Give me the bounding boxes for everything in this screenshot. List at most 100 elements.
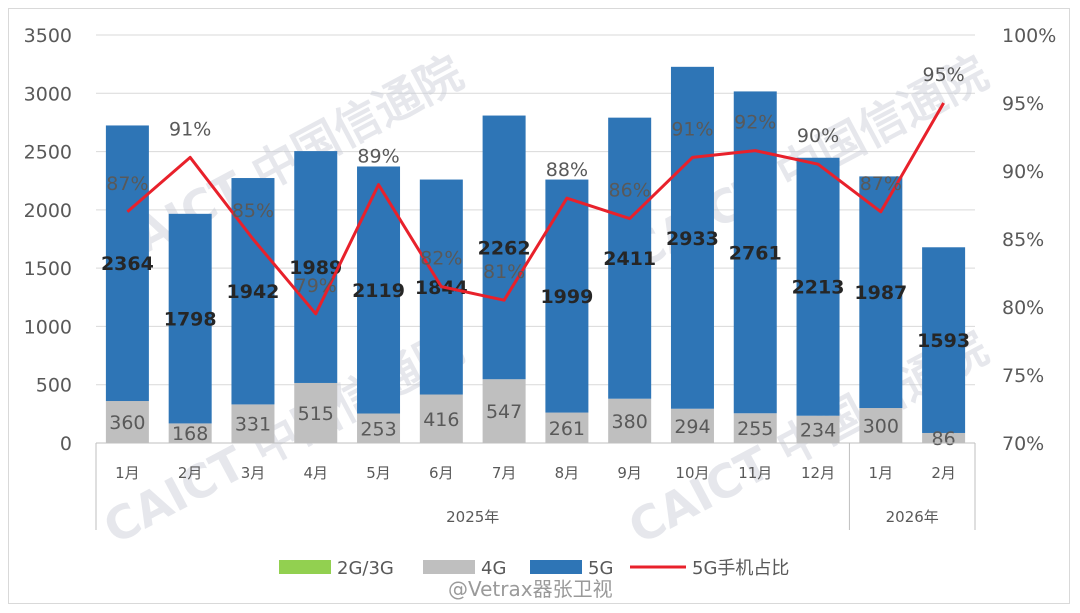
- y-right-tick-label: 70%: [1002, 433, 1044, 455]
- y-left-tick-label: 2000: [24, 200, 72, 222]
- label-5g-share: 86%: [609, 180, 651, 202]
- label-4g: 86: [932, 428, 956, 450]
- label-5g-share: 87%: [106, 173, 148, 195]
- bar-4g: [859, 408, 903, 443]
- watermark: CAICT 中国信通院: [95, 320, 471, 554]
- y-left-tick-label: 1500: [24, 258, 72, 280]
- label-5g: 1798: [164, 309, 217, 331]
- legend-label-2g3g: 2G/3G: [337, 558, 394, 579]
- bar-4g: [733, 413, 777, 443]
- label-4g: 380: [612, 411, 648, 433]
- bar-4g: [168, 423, 212, 443]
- bar-5g: [482, 115, 526, 380]
- label-4g: 168: [172, 423, 208, 445]
- x-tick-label: 12月: [801, 464, 835, 482]
- label-5g: 2933: [666, 228, 719, 250]
- label-5g-share: 87%: [860, 173, 902, 195]
- bar-5g: [168, 213, 212, 424]
- y-left-tick-label: 3000: [24, 83, 72, 105]
- y-right-tick-label: 95%: [1002, 93, 1044, 115]
- bar-4g: [419, 394, 463, 443]
- legend-swatch-2g3g: [279, 560, 331, 574]
- bar-4g: [922, 432, 966, 443]
- y-right-tick-label: 90%: [1002, 161, 1044, 183]
- y-left-tick-label: 500: [36, 375, 72, 397]
- label-4g: 261: [549, 418, 585, 440]
- x-tick-label: 9月: [617, 464, 642, 482]
- label-4g: 294: [674, 416, 710, 438]
- bar-5g: [733, 91, 777, 414]
- label-5g-share: 90%: [797, 125, 839, 147]
- bar-4g: [105, 401, 149, 443]
- x-group-label: 2026年: [886, 508, 939, 526]
- label-5g-share: 95%: [922, 64, 964, 86]
- bar-4g: [231, 404, 275, 443]
- bar-5g: [608, 117, 652, 399]
- label-5g: 1942: [227, 281, 280, 303]
- label-4g: 253: [360, 418, 396, 440]
- label-5g-share: 79%: [295, 275, 337, 297]
- label-5g: 2364: [101, 253, 154, 275]
- y-right-tick-label: 75%: [1002, 365, 1044, 387]
- label-5g-share: 92%: [734, 112, 776, 134]
- x-tick-label: 5月: [366, 464, 391, 482]
- y-right-tick-label: 100%: [1002, 25, 1056, 47]
- label-5g: 2411: [603, 248, 656, 270]
- y-right-tick-label: 80%: [1002, 297, 1044, 319]
- bar-5g: [796, 157, 840, 416]
- bar-5g: [922, 247, 966, 433]
- footer-watermark: @Vetrax器张卫视: [448, 577, 613, 601]
- bar-5g: [105, 125, 149, 402]
- x-tick-label: 7月: [492, 464, 517, 482]
- y-right-tick-label: 85%: [1002, 229, 1044, 251]
- label-5g: 1989: [289, 257, 342, 279]
- bar-5g: [859, 176, 903, 409]
- label-4g: 331: [235, 414, 271, 436]
- bar-5g: [294, 151, 338, 383]
- label-5g: 1999: [540, 286, 593, 308]
- label-4g: 300: [863, 416, 899, 438]
- label-4g: 515: [298, 403, 334, 425]
- y-left-tick-label: 0: [60, 433, 72, 455]
- x-group-label: 2025年: [446, 508, 499, 526]
- x-tick-label: 2月: [178, 464, 203, 482]
- label-4g: 234: [800, 419, 836, 441]
- label-5g: 2761: [729, 242, 782, 264]
- x-tick-label: 2月: [931, 464, 956, 482]
- legend-swatch-5g: [530, 560, 582, 574]
- x-tick-label: 1月: [869, 464, 894, 482]
- bar-4g: [796, 415, 840, 443]
- x-tick-label: 6月: [429, 464, 454, 482]
- y-left-tick-label: 1000: [24, 316, 72, 338]
- label-4g: 547: [486, 401, 522, 423]
- bar-5g: [670, 66, 714, 409]
- legend-swatch-4g: [423, 560, 475, 574]
- label-4g: 360: [109, 412, 145, 434]
- x-tick-label: 3月: [241, 464, 266, 482]
- label-5g: 2119: [352, 280, 405, 302]
- y-left-tick-label: 3500: [24, 25, 72, 47]
- legend-label-4g: 4G: [481, 558, 506, 579]
- label-5g: 2262: [478, 237, 531, 259]
- label-5g-share: 89%: [357, 146, 399, 168]
- bar-5g: [545, 179, 589, 413]
- bar-4g: [608, 398, 652, 443]
- label-5g: 1593: [917, 330, 970, 352]
- legend-label-5g-share: 5G手机占比: [692, 558, 789, 579]
- x-tick-label: 8月: [555, 464, 580, 482]
- bar-5g: [231, 178, 275, 405]
- label-4g: 255: [737, 418, 773, 440]
- line-5g-share: [126, 102, 945, 316]
- bar-4g: [670, 408, 714, 443]
- x-tick-label: 10月: [675, 464, 709, 482]
- y-left-tick-label: 2500: [24, 142, 72, 164]
- label-5g-share: 81%: [483, 261, 525, 283]
- label-5g: 1987: [854, 282, 907, 304]
- bar-4g: [357, 413, 401, 443]
- label-4g: 416: [423, 409, 459, 431]
- x-tick-label: 1月: [115, 464, 140, 482]
- bar-4g: [482, 379, 526, 443]
- x-tick-label: 11月: [738, 464, 772, 482]
- label-5g-share: 91%: [169, 118, 211, 140]
